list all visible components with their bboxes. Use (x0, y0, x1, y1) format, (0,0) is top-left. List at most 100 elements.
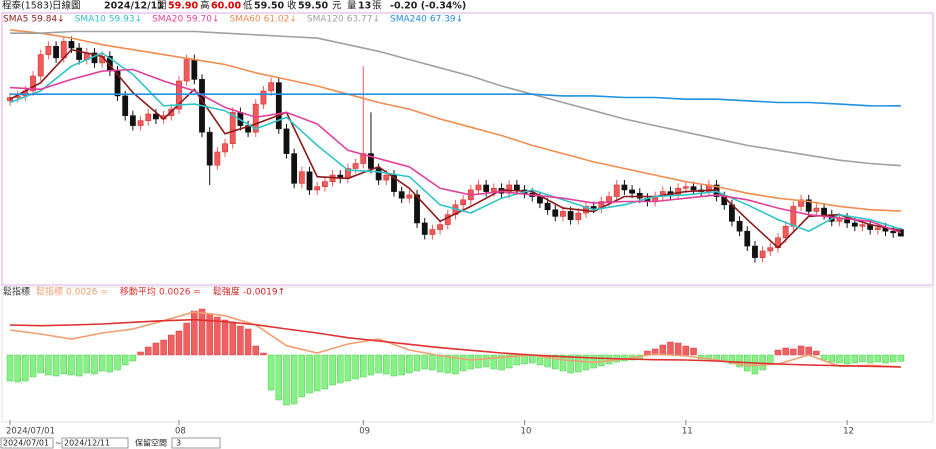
candle-body (298, 171, 305, 184)
histogram-bar (459, 354, 467, 372)
candle-body (790, 206, 797, 227)
histogram-bar (106, 354, 114, 373)
candle-body (129, 115, 136, 126)
candle-body (490, 187, 497, 192)
histogram-bar (144, 346, 152, 356)
histogram-bar (836, 354, 843, 364)
histogram-bar (14, 354, 21, 383)
legend-text: 鬆強度 (213, 286, 240, 298)
histogram-bar (191, 310, 198, 356)
legend-text: 0.0026 = (66, 288, 108, 298)
volume-unit: 張 (372, 1, 382, 12)
candle-body (268, 82, 275, 92)
candle-body (145, 113, 152, 121)
candle-body (406, 194, 413, 199)
candle-body (183, 59, 190, 82)
start-date-box[interactable] (0, 437, 54, 449)
line-series (9, 48, 902, 249)
candle-body (291, 153, 298, 184)
histogram-bar (244, 328, 252, 356)
histogram-bar (406, 354, 413, 374)
legend-text: 59.84↓ (31, 15, 64, 25)
histogram-bar (467, 354, 475, 370)
histogram-bar (214, 316, 221, 356)
legend-text: 63.77↓ (347, 15, 380, 25)
histogram-bar (866, 354, 874, 364)
candle-body (851, 222, 858, 227)
histogram-bar (690, 347, 697, 356)
histogram-bar (544, 354, 551, 368)
candle-body (275, 82, 282, 130)
high-label: 高 (200, 0, 210, 12)
histogram-bar (175, 330, 183, 356)
histogram-bar (221, 319, 229, 356)
candle-body (191, 59, 198, 80)
candle-body (590, 206, 597, 209)
histogram-bar (682, 345, 690, 356)
candle-body (283, 128, 290, 154)
end-date-box[interactable] (61, 437, 129, 449)
line-series (10, 30, 901, 167)
line-series (9, 318, 901, 368)
histogram-bar (790, 348, 797, 356)
candle-body (76, 47, 83, 60)
candle-body (229, 112, 236, 145)
legend-text: SMA5 (3, 15, 28, 25)
candle-body (613, 184, 620, 197)
start-date: 2024/07/01 (3, 439, 49, 448)
reserve-label: 保留空間 (135, 438, 167, 448)
histogram-bar (75, 354, 83, 377)
candle-body (805, 199, 812, 212)
histogram-bar (452, 354, 459, 375)
histogram-bar (137, 351, 144, 356)
candle-body (744, 230, 751, 247)
legend-text: SMA20 (152, 15, 183, 25)
candle-body (437, 224, 443, 230)
histogram-bar (828, 354, 836, 363)
candle-body (544, 202, 551, 211)
end-date: 2024/12/11 (64, 439, 110, 448)
line-series (9, 29, 901, 212)
line-series (9, 311, 901, 368)
histogram-bar (52, 354, 60, 377)
change: -0.20 (-0.34%) (390, 1, 466, 12)
histogram-bar (152, 342, 160, 356)
candle-body (352, 163, 359, 169)
stock-name: 程泰(1583) (2, 0, 53, 12)
legend-text: 67.39↓ (430, 15, 463, 25)
histogram-bar (375, 354, 382, 374)
candle-body (606, 196, 612, 202)
histogram-bar (736, 354, 743, 368)
histogram-bar (6, 354, 14, 382)
legend-text: -0.0019↑ (243, 288, 285, 298)
candle-body (45, 46, 52, 55)
volume-label: 量 (347, 1, 357, 12)
candle-body (782, 225, 789, 239)
histogram-bar (421, 354, 428, 370)
candle-body (429, 229, 436, 235)
histogram-bar (667, 341, 674, 356)
histogram-bar (482, 354, 490, 368)
x-tick-label: 2024/07/01 (6, 427, 55, 437)
histogram-bar (198, 308, 206, 356)
histogram-bar (843, 354, 851, 365)
histogram-bar (436, 354, 444, 373)
histogram-bar (183, 322, 190, 356)
histogram-bar (306, 354, 313, 394)
date: 2024/12/11 (104, 1, 164, 12)
candle-body (398, 191, 405, 199)
histogram-bar (129, 354, 137, 362)
candle-body (752, 245, 758, 258)
candle-body (375, 168, 382, 181)
histogram-bar (91, 354, 98, 375)
reserve-box[interactable] (171, 437, 221, 449)
period: 日線圖 (52, 0, 81, 12)
histogram-bar (874, 354, 882, 363)
histogram-bar (329, 354, 336, 386)
histogram-bar (605, 354, 613, 365)
candle-body (252, 103, 259, 133)
open-value: 59.90 (168, 1, 198, 12)
legend-text: 59.93↓ (109, 15, 142, 25)
legend-text: SMA120 (307, 15, 344, 25)
